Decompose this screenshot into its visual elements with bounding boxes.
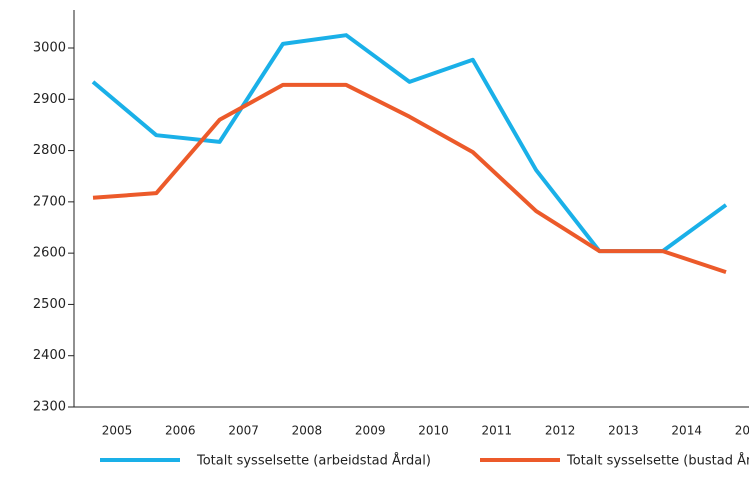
legend-label: Totalt sysselsette (bustad Årdal) <box>566 453 749 469</box>
y-tick-label: 2700 <box>33 194 66 209</box>
x-tick-label: 2012 <box>545 424 576 438</box>
legend-label: Totalt sysselsette (arbeidstad Årdal) <box>196 453 431 469</box>
x-tick-label: 2013 <box>608 424 639 438</box>
series-line <box>91 33 728 254</box>
x-tick-label: 2008 <box>292 424 323 438</box>
x-tick-label: 2007 <box>228 424 259 438</box>
x-tick-label: 2014 <box>671 424 702 438</box>
x-tick-label: 2009 <box>355 424 386 438</box>
x-tick-label: 2005 <box>102 424 133 438</box>
y-tick-label: 2400 <box>33 348 66 363</box>
x-tick-label: 2010 <box>418 424 449 438</box>
x-tick-label: 2015 <box>735 424 749 438</box>
y-tick-label: 2300 <box>33 400 66 415</box>
x-tick-label: 2011 <box>482 424 513 438</box>
series-line <box>92 82 727 275</box>
y-tick-label: 2500 <box>33 297 66 312</box>
y-tick-label: 2600 <box>33 246 66 261</box>
y-tick-label: 3000 <box>33 41 66 56</box>
x-tick-label: 2006 <box>165 424 196 438</box>
y-tick-label: 2900 <box>33 92 66 107</box>
y-tick-label: 2800 <box>33 143 66 158</box>
